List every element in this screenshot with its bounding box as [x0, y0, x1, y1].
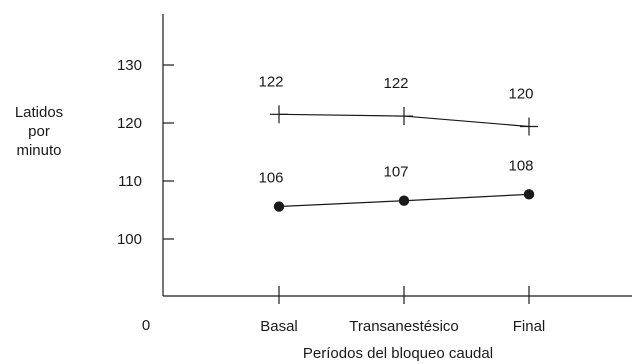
data-label: 122: [258, 73, 283, 90]
x-tick-label: Transanestésico: [349, 318, 459, 335]
y-tick-label: 120: [117, 115, 142, 132]
x-axis-label: Períodos del bloqueo caudal: [303, 345, 493, 362]
data-point-plus: [395, 107, 413, 126]
data-point-circle: [523, 189, 535, 200]
series-circle: 106 107 108: [258, 157, 535, 212]
origin-label: 0: [142, 317, 150, 334]
y-axis-label: Latidos por minuto: [15, 104, 63, 159]
x-tick-label: Basal: [260, 318, 298, 335]
y-axis-label-line: minuto: [16, 142, 61, 159]
data-label: 106: [258, 170, 283, 187]
y-tick-label: 100: [117, 231, 142, 248]
data-label: 122: [383, 75, 408, 92]
data-point-plus: [520, 117, 538, 136]
y-axis-label-line: Latidos: [15, 104, 63, 121]
y-tick-label: 110: [118, 173, 142, 190]
data-point-circle: [398, 195, 410, 206]
data-point-circle: [273, 201, 285, 212]
data-label: 120: [508, 85, 533, 102]
y-tick-label: 130: [117, 57, 142, 74]
x-tick-label: Final: [513, 318, 546, 335]
series-plus: 122 122 120: [258, 73, 538, 136]
data-point-plus: [270, 105, 288, 124]
data-label: 108: [508, 157, 533, 174]
data-label: 107: [383, 164, 408, 181]
y-axis-label-line: por: [28, 123, 50, 140]
